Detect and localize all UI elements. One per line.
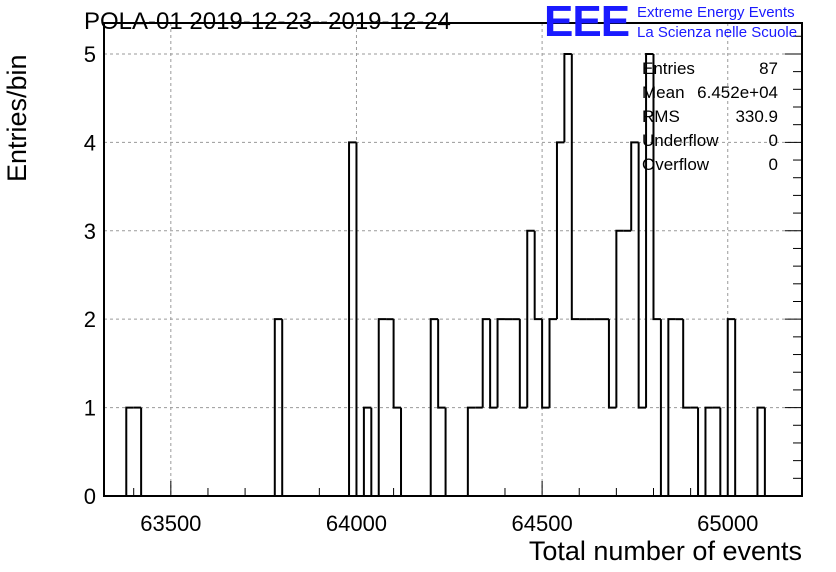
histogram-bin <box>518 319 528 409</box>
histogram-bin <box>756 406 765 496</box>
histogram-bin <box>377 318 387 496</box>
chart-title: POLA-01 2019-12-23--2019-12-24 <box>84 8 451 35</box>
histogram-bin <box>526 229 535 408</box>
histogram-bin <box>466 406 476 496</box>
stats-value: 330.9 <box>735 107 778 126</box>
histogram-bin <box>392 319 402 409</box>
histogram-bin <box>555 141 565 320</box>
tick-labels: 63500 64000 64500 65000 0 1 2 3 4 5 <box>84 42 759 536</box>
histogram-bin <box>719 407 728 497</box>
histogram-bin <box>667 318 676 496</box>
y-tick-label: 2 <box>84 307 96 332</box>
logo-line-2: La Scienza nelle Scuole <box>637 24 798 41</box>
y-tick-label: 5 <box>84 42 96 67</box>
histogram-bin <box>429 318 439 496</box>
stats-label: RMS <box>642 107 680 126</box>
histogram-bin <box>697 407 706 497</box>
stats-row-mean: Mean 6.452e+04 <box>642 84 778 108</box>
histogram-bin <box>615 229 624 408</box>
histogram-bin <box>370 407 379 497</box>
y-tick-label: 4 <box>84 130 96 155</box>
histogram-bin <box>570 53 580 321</box>
x-axis-label: Total number of events <box>528 536 802 566</box>
histogram-bin <box>496 318 505 408</box>
histogram-bin <box>140 407 149 497</box>
histogram-bin <box>682 319 691 409</box>
histogram-bin <box>630 141 639 231</box>
stats-value: 87 <box>759 59 778 78</box>
histogram-bin <box>704 406 713 496</box>
stats-label: Entries <box>642 59 695 78</box>
y-tick-label: 0 <box>84 484 96 509</box>
histogram-bin <box>652 53 661 321</box>
plot-frame <box>103 22 803 497</box>
eee-logo-mark: EEE <box>544 0 630 46</box>
histogram-bin <box>607 319 617 409</box>
axis-ticks <box>133 35 803 497</box>
histogram-bin <box>481 318 491 408</box>
eee-logo: EEE Extreme Energy Events La Scienza nel… <box>544 0 834 46</box>
stats-label: Underflow <box>642 131 719 150</box>
stats-value: 0 <box>768 155 778 174</box>
stats-value: 0 <box>768 131 778 150</box>
histogram-bin <box>362 406 372 496</box>
stats-label: Overflow <box>642 155 710 174</box>
histogram-bin <box>437 319 446 409</box>
histogram-bin <box>444 407 453 497</box>
y-axis-label: Entries/bin <box>2 54 32 182</box>
x-tick-label: 65000 <box>697 511 758 536</box>
y-tick-label: 3 <box>84 219 96 244</box>
stats-row-entries: Entries 87 <box>642 60 778 84</box>
histogram-bin <box>548 318 557 408</box>
histogram-bin <box>726 318 736 496</box>
histogram-bin <box>348 141 357 496</box>
x-tick-label: 64500 <box>512 511 573 536</box>
stats-label: Mean <box>642 83 685 102</box>
histogram-bin <box>645 52 654 408</box>
logo-line-1: Extreme Energy Events <box>637 4 795 21</box>
stats-box: Entries 87 Mean 6.452e+04 RMS 330.9 Unde… <box>642 60 778 180</box>
histogram-bin <box>563 52 572 143</box>
y-tick-label: 1 <box>84 396 96 421</box>
histogram-bin <box>533 230 543 321</box>
histogram-bin <box>489 319 498 409</box>
histogram-bin <box>541 319 550 409</box>
x-tick-label: 63500 <box>140 511 201 536</box>
stats-row-underflow: Underflow 0 <box>642 132 778 156</box>
histogram-bin <box>273 318 283 496</box>
histogram-bin <box>400 407 409 497</box>
histogram-bin <box>637 142 647 409</box>
stats-row-overflow: Overflow 0 <box>642 156 778 180</box>
histogram-bin <box>125 406 134 496</box>
x-tick-label: 64000 <box>326 511 387 536</box>
stats-row-rms: RMS 330.9 <box>642 108 778 132</box>
stats-value: 6.452e+04 <box>697 83 778 102</box>
